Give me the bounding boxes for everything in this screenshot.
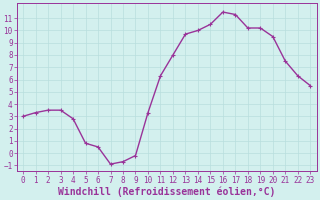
X-axis label: Windchill (Refroidissement éolien,°C): Windchill (Refroidissement éolien,°C) [58, 186, 276, 197]
